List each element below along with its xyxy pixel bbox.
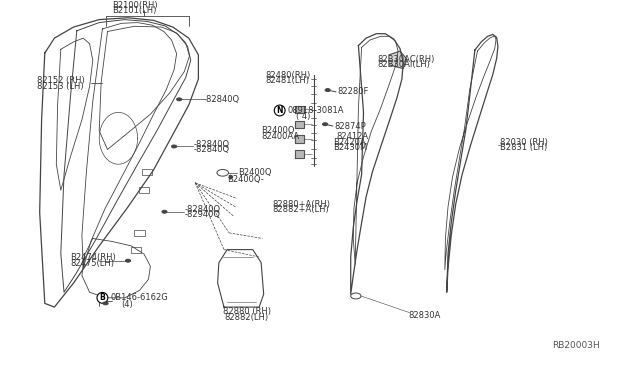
Text: 82481(LH): 82481(LH) (266, 76, 310, 85)
Circle shape (323, 123, 328, 126)
Circle shape (351, 293, 361, 299)
Polygon shape (295, 150, 304, 158)
Text: 82874P: 82874P (335, 122, 367, 131)
Text: B2430M: B2430M (333, 143, 367, 152)
Polygon shape (295, 121, 304, 128)
Text: B2420A: B2420A (333, 138, 365, 147)
Text: 82830A: 82830A (408, 311, 441, 320)
Circle shape (103, 302, 108, 305)
Text: 82152 (RH): 82152 (RH) (37, 76, 85, 85)
Text: 82882(LH): 82882(LH) (224, 313, 268, 322)
Circle shape (172, 145, 177, 148)
Text: 82880 (RH): 82880 (RH) (223, 307, 271, 317)
Circle shape (162, 210, 167, 213)
Text: -82840Q: -82840Q (184, 205, 220, 214)
Text: -82840Q: -82840Q (204, 95, 239, 104)
Bar (139, 187, 149, 193)
Text: N: N (276, 106, 283, 115)
Text: 82475(LH): 82475(LH) (70, 259, 115, 268)
Text: B2474(RH): B2474(RH) (70, 253, 116, 262)
Text: 82030 (RH): 82030 (RH) (500, 138, 548, 147)
Circle shape (217, 170, 228, 176)
Text: B2400Q-: B2400Q- (227, 174, 264, 184)
Bar (134, 230, 145, 236)
Polygon shape (295, 106, 304, 113)
Text: (4): (4) (122, 299, 133, 309)
Text: B2831 (LH): B2831 (LH) (500, 143, 548, 152)
Text: 82153 (LH): 82153 (LH) (37, 81, 84, 90)
Text: B2400Q: B2400Q (261, 126, 294, 135)
Text: 82B30AI(LH): 82B30AI(LH) (378, 60, 431, 69)
Bar (131, 247, 141, 253)
Text: -82840Q: -82840Q (193, 145, 229, 154)
Text: 82480(RH): 82480(RH) (266, 71, 311, 80)
Text: B2400Q: B2400Q (238, 168, 271, 177)
Text: 82412A: 82412A (336, 132, 368, 141)
Circle shape (177, 98, 182, 101)
Circle shape (125, 259, 131, 262)
Polygon shape (389, 51, 406, 68)
Text: 82280F: 82280F (337, 87, 369, 96)
Text: ◆: ◆ (228, 174, 233, 180)
Text: -82940Q: -82940Q (184, 210, 220, 219)
Polygon shape (295, 135, 304, 143)
Text: 08918-3081A: 08918-3081A (287, 106, 344, 115)
Text: -82840Q: -82840Q (193, 140, 229, 149)
Bar (142, 169, 152, 175)
Text: 82882+A(LH): 82882+A(LH) (272, 205, 329, 214)
Text: 0B146-6162G: 0B146-6162G (110, 293, 168, 302)
Text: B2101(LH): B2101(LH) (112, 6, 156, 15)
Text: 82B30AC(RH): 82B30AC(RH) (378, 55, 435, 64)
Text: B2100(RH): B2100(RH) (112, 1, 157, 10)
Text: 82880+A(RH): 82880+A(RH) (272, 200, 330, 209)
Circle shape (325, 89, 330, 92)
Text: B: B (100, 293, 105, 302)
Text: ( 4): ( 4) (296, 112, 310, 121)
Text: RB20003H: RB20003H (552, 341, 600, 350)
Text: 82400AA: 82400AA (261, 132, 300, 141)
